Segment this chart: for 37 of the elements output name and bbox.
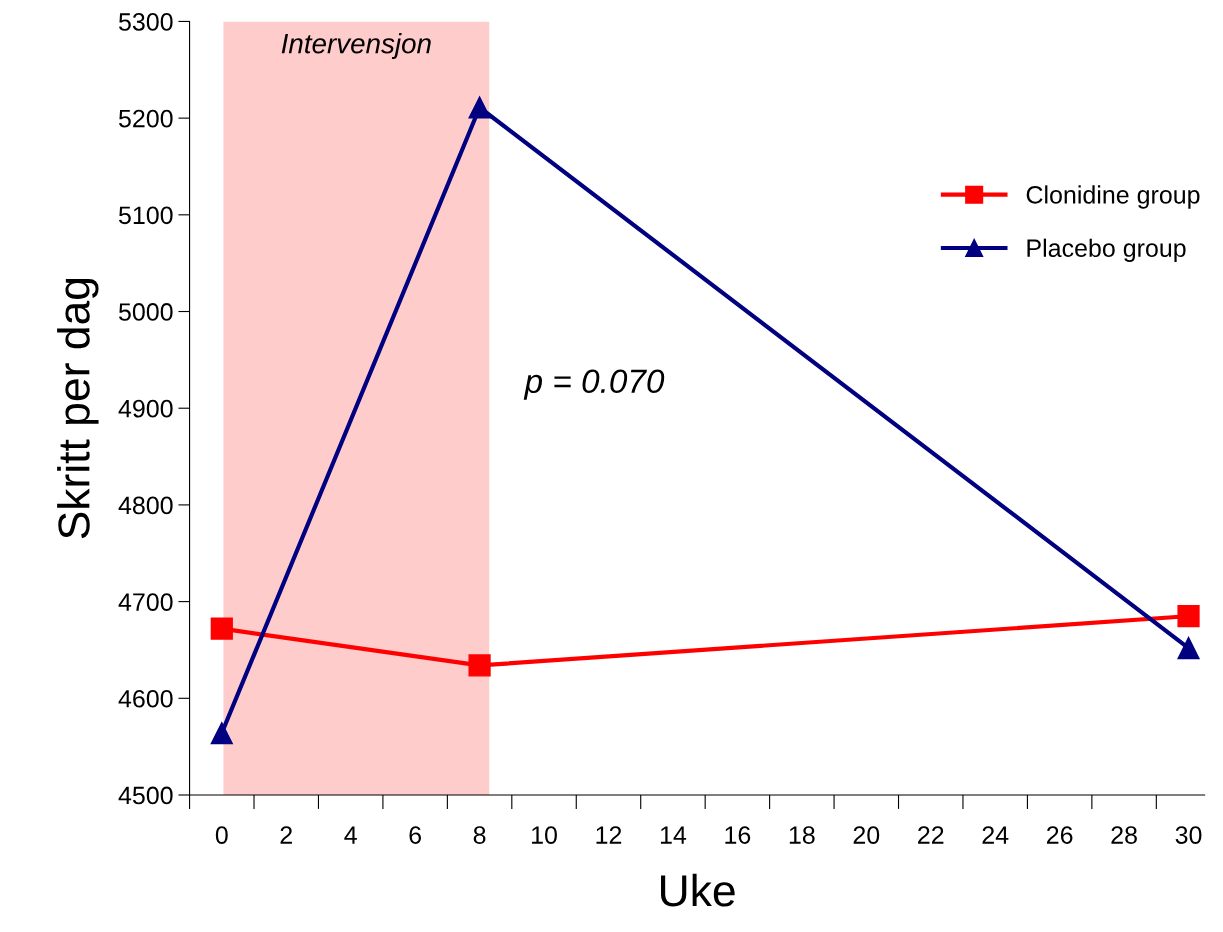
y-tick-label: 4900 [118,399,173,418]
x-tick-label: 18 [789,826,815,844]
x-tick-label: 6 [409,826,421,844]
x-tick-label: 14 [660,826,687,844]
point [210,721,233,745]
x-tick-label: 22 [918,826,944,844]
x-tick-label: 2 [280,826,292,844]
point [468,654,491,677]
x-tick-label: 24 [982,826,1009,844]
x-tick-label: 8 [473,826,486,844]
y-tick-label: 4600 [118,689,173,708]
y-tick-label: 4700 [118,593,173,611]
x-tick-label: 30 [1175,826,1202,844]
band-label: Intervensjon [281,33,431,59]
x-tick-label: 0 [215,826,228,844]
x-tick-label: 26 [1047,826,1073,844]
point [468,96,491,119]
x-tick-label: 28 [1111,826,1137,844]
y-tick-label: 4500 [118,786,173,805]
y-tick-label: 5200 [118,109,173,128]
annotation: p = 0.070 [523,369,665,400]
y-tick-label: 5100 [118,206,173,225]
legend-label: Placebo group [1027,238,1186,262]
point [1177,604,1200,628]
point [1177,636,1200,660]
x-tick-label: 4 [344,826,357,844]
x-axis-title: Uke [661,873,735,907]
x-tick-label: 10 [532,826,557,844]
y-tick-label: 4800 [118,496,173,515]
x-tick-label: 16 [725,826,751,844]
y-tick-label: 5300 [118,13,173,31]
legend-label: Clonidine group [1026,185,1200,209]
x-tick-label: 12 [596,826,622,844]
x-tick-label: 20 [853,826,880,844]
y-axis-title: Skritt per dag [57,278,99,539]
y-tick-label: 5000 [118,303,173,321]
point [210,617,233,640]
